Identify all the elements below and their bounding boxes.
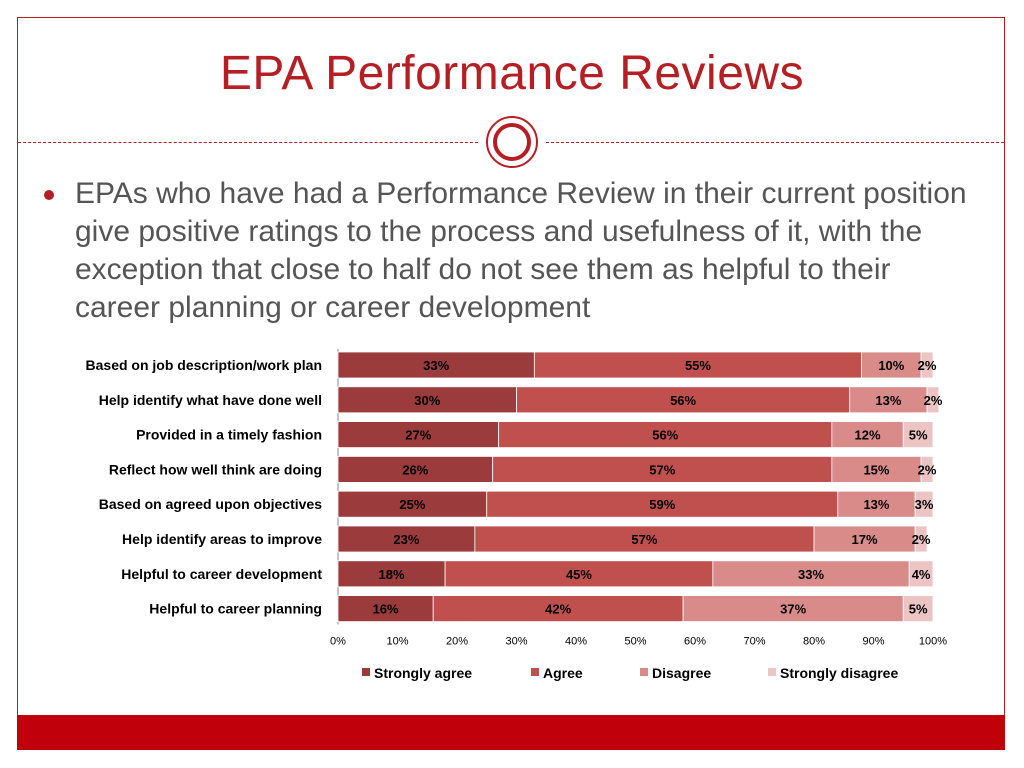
category-label: Provided in a timely fashion [136,427,322,443]
bar-segment [914,525,928,553]
data-label: 23% [393,532,419,547]
data-label: 45% [566,567,592,582]
bar-segment [432,595,684,622]
bar-segment [926,386,940,414]
data-label: 55% [685,358,711,373]
data-label: 57% [649,462,675,477]
bar-segment [861,351,922,379]
data-label: 15% [863,462,889,477]
data-label: 59% [649,497,675,512]
category-label: Based on agreed upon objectives [99,496,322,512]
data-label: 56% [652,428,678,443]
circle-ornament-icon [486,116,538,168]
bar-segment [902,421,934,449]
bar-segment [492,455,833,483]
bar-segment [849,386,928,414]
legend-label: Strongly agree [374,665,472,681]
x-tick-label: 20% [446,635,468,647]
legend-label: Strongly disagree [780,665,898,681]
bar-segment [486,490,839,518]
legend-label: Agree [543,665,583,681]
title-divider-right [546,142,1004,143]
legend-swatch [531,668,539,676]
bar-segment [337,525,476,553]
data-label: 13% [863,497,889,512]
bar-segment [920,455,934,483]
data-label: 17% [852,532,878,547]
category-label: Reflect how well think are doing [109,461,322,477]
category-label: Help identify what have done well [99,392,322,408]
x-tick-label: 10% [386,635,408,647]
title-divider-left [18,142,478,143]
data-label: 4% [912,567,931,582]
x-tick-label: 60% [684,635,706,647]
bar-segment [813,525,916,553]
legend-swatch [362,668,370,676]
legend-swatch [768,668,776,676]
data-label: 57% [631,532,657,547]
data-label: 33% [798,567,824,582]
category-label: Help identify areas to improve [122,531,322,547]
bar-segment [920,351,934,379]
data-label: 30% [414,393,440,408]
category-label: Helpful to career development [121,566,322,582]
bar-segment [474,525,815,553]
data-label: 37% [780,602,806,617]
data-label: 5% [909,602,928,617]
data-label: 27% [405,428,431,443]
data-label: 2% [912,532,931,547]
bar-segment [337,455,494,483]
data-label: 2% [924,393,943,408]
data-label: 56% [670,393,696,408]
x-tick-label: 100% [919,635,947,647]
data-label: 2% [918,358,937,373]
x-tick-label: 0% [330,635,346,647]
x-tick-label: 70% [743,635,765,647]
bullet-icon [44,190,54,200]
bar-segment [337,421,500,449]
bottom-bar [17,715,1005,750]
bar-segment [914,490,934,518]
bar-segment [337,386,517,414]
data-label: 12% [855,428,881,443]
bar-segment [902,595,934,622]
bar-segment [831,421,904,449]
bar-segment [908,560,934,588]
x-tick-label: 40% [565,635,587,647]
slide-title: EPA Performance Reviews [219,47,805,100]
data-label: 5% [909,428,928,443]
x-tick-label: 50% [624,635,646,647]
data-label: 18% [379,567,405,582]
x-tick-label: 80% [803,635,825,647]
x-tick-label: 30% [505,635,527,647]
data-label: 2% [918,462,937,477]
data-label: 42% [545,602,571,617]
data-label: 3% [915,497,934,512]
data-label: 13% [875,393,901,408]
data-label: 10% [878,358,904,373]
data-label: 16% [373,602,399,617]
category-label: Based on job description/work plan [86,357,322,373]
bar-segment [712,560,910,588]
bullet-text: EPAs who have had a Performance Review i… [75,177,967,324]
legend-label: Disagree [652,665,711,681]
category-label: Helpful to career planning [149,601,322,617]
data-label: 26% [402,462,428,477]
bar-segment [831,455,922,483]
data-label: 33% [423,358,449,373]
x-tick-label: 90% [862,635,884,647]
legend-swatch [640,668,648,676]
data-label: 25% [399,497,425,512]
